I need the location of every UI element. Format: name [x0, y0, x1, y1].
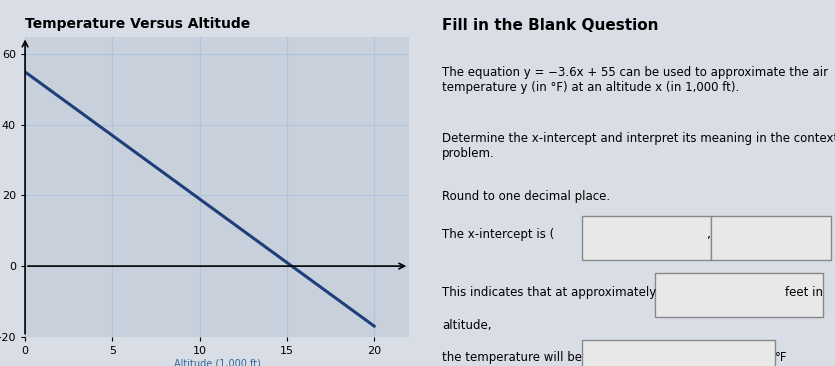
FancyBboxPatch shape: [583, 340, 775, 366]
Text: ,: ,: [706, 228, 711, 241]
Text: feet in: feet in: [785, 286, 823, 299]
Text: Temperature Versus Altitude: Temperature Versus Altitude: [25, 17, 251, 31]
Text: the temperature will be: the temperature will be: [443, 351, 582, 365]
FancyBboxPatch shape: [583, 216, 711, 260]
Text: This indicates that at approximately: This indicates that at approximately: [443, 286, 656, 299]
Text: altitude,: altitude,: [443, 319, 492, 332]
X-axis label: Altitude (1,000 ft): Altitude (1,000 ft): [174, 359, 261, 366]
Text: Round to one decimal place.: Round to one decimal place.: [443, 190, 610, 203]
Text: The equation y = −3.6x + 55 can be used to approximate the air
temperature y (in: The equation y = −3.6x + 55 can be used …: [443, 66, 828, 94]
Text: Determine the x-intercept and interpret its meaning in the context of
problem.: Determine the x-intercept and interpret …: [443, 132, 835, 160]
Text: The x-intercept is (: The x-intercept is (: [443, 228, 554, 241]
Text: Fill in the Blank Question: Fill in the Blank Question: [443, 18, 659, 33]
FancyBboxPatch shape: [655, 273, 823, 317]
FancyBboxPatch shape: [711, 216, 831, 260]
Text: °F: °F: [775, 351, 787, 365]
